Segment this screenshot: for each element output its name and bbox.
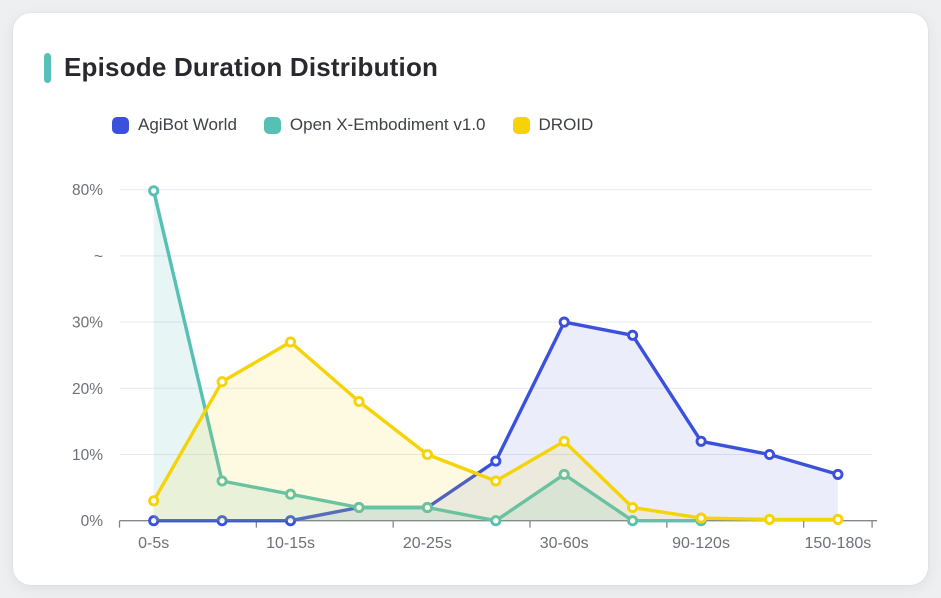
chart-card: Episode Duration Distribution AgiBot Wor… (13, 13, 928, 585)
legend-label-open-x-embodiment: Open X-Embodiment v1.0 (289, 115, 486, 134)
legend-label-droid: DROID (538, 115, 594, 134)
legend-swatch-open-x-embodiment (263, 116, 281, 134)
legend-swatch-droid (512, 116, 530, 134)
legend-label-agibot-world: AgiBot World (138, 115, 237, 134)
legend-item-agibot-world[interactable]: AgiBot World (112, 115, 237, 135)
chart-title: Episode Duration Distribution (64, 52, 439, 83)
legend-item-droid[interactable]: DROID (512, 115, 594, 135)
title-accent-bar (44, 53, 51, 83)
chart-legend: AgiBot World Open X-Embodiment v1.0 DROI… (112, 115, 593, 135)
card-header: Episode Duration Distribution (44, 52, 439, 83)
legend-item-open-x-embodiment[interactable]: Open X-Embodiment v1.0 (263, 115, 486, 135)
legend-swatch-agibot-world (112, 116, 129, 134)
